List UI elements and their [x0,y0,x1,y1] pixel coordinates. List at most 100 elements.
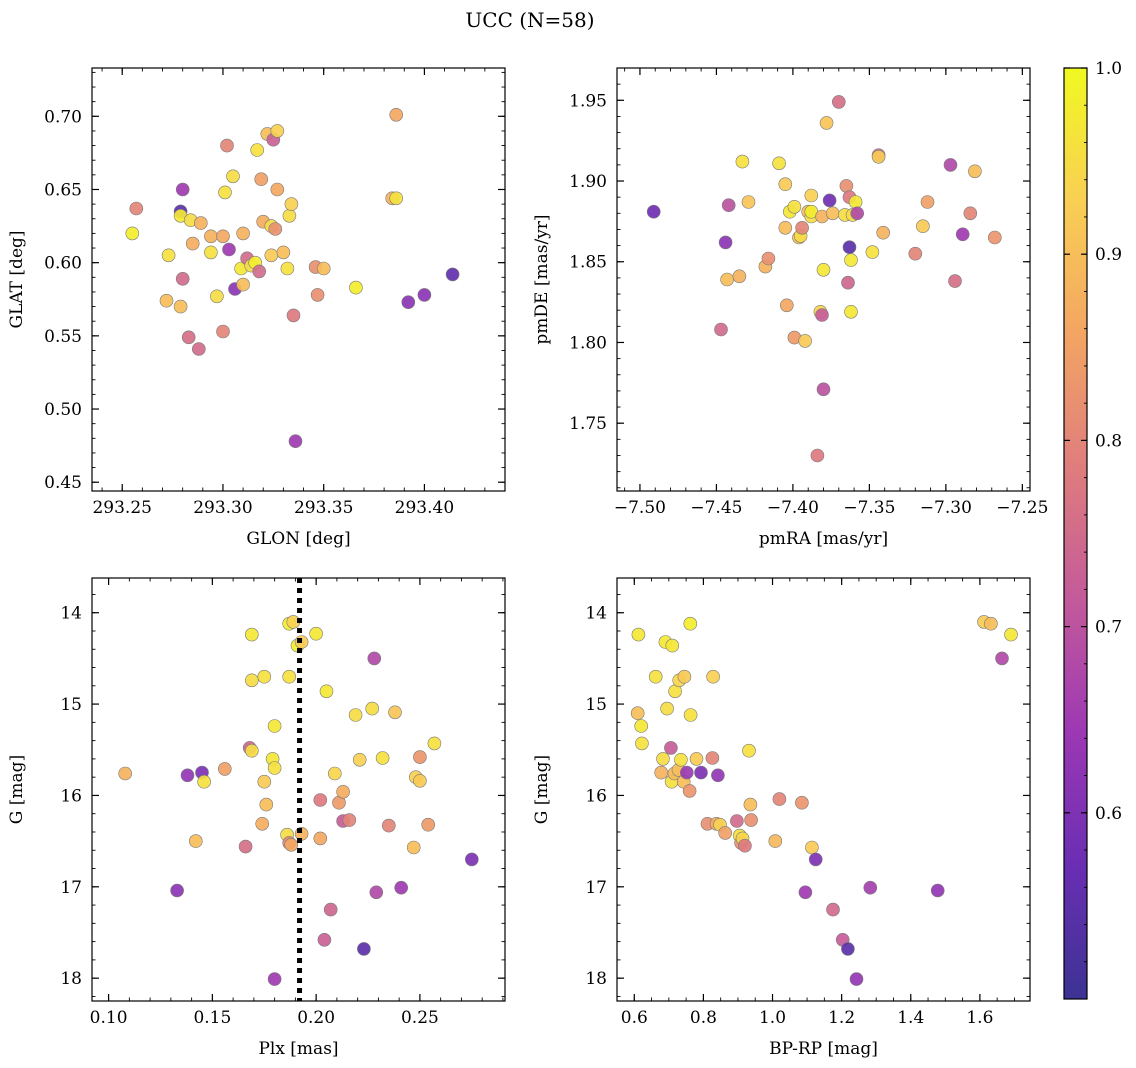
scatter-point [175,271,190,286]
scatter-point [276,245,291,260]
scatter-point [816,262,831,277]
x-tick-label: −7.35 [843,498,895,518]
scatter-point [930,883,945,898]
scatter-point [646,204,661,219]
scatter-point [313,793,328,807]
scatter-point [125,226,140,241]
scatter-point [270,182,285,197]
scatter-point [319,684,334,699]
scatter-point [401,295,416,310]
x-tick-label: −7.30 [920,498,972,518]
scatter-point [349,280,363,295]
scatter-point [689,752,704,766]
x-tick-label: 1.0 [759,1008,786,1028]
scatter-point [826,902,840,917]
scatter-point [865,245,880,259]
scatter-point [352,752,367,767]
axis-ticks [616,578,1030,1001]
scatter-point [778,177,793,191]
scatter-point [694,765,708,780]
x-tick-label: 0.6 [621,1008,648,1028]
scatter-point [259,797,274,812]
scatter-point [831,95,846,109]
scatter-point [654,765,669,780]
x-tick-label: 293.25 [92,498,151,518]
scatter-point [288,434,303,449]
scatter-point [252,264,267,279]
scatter-point [664,741,678,755]
scatter-point [761,251,776,266]
scatter-point [871,150,886,164]
panel-glon-glat: 293.25 293.30 293.35 293.40 0.45 0.50 0.55 0.60… [7,67,506,549]
x-tick-label: 0.8 [690,1008,717,1028]
scatter-point [718,826,733,840]
scatter-point [257,774,272,789]
axis-ticks [92,578,505,1001]
x-tick-label: 293.30 [193,498,252,518]
scatter-points [646,95,1002,463]
colorbar-tick-label: 0.7 [1095,618,1122,638]
scatter-point [389,108,404,122]
scatter-point [987,230,1002,245]
scatter-point [635,736,649,751]
scatter-point [908,246,923,261]
colorbar-gradient [1063,67,1088,1000]
x-axis-label: pmRA [mas/yr] [759,529,888,549]
scatter-point [630,706,645,721]
y-tick-label: 14 [60,604,82,624]
scatter-point [286,308,301,323]
scatter-point [216,229,230,244]
scatter-point [735,154,750,169]
scatter-point [394,880,409,895]
scatter-point [804,188,819,203]
scatter-point [795,795,809,810]
scatter-point [778,221,793,235]
colorbar-tick-label: 0.9 [1095,245,1122,265]
y-tick-label: 18 [60,969,82,989]
scatter-point [327,766,342,781]
axes-frame [616,577,1031,1002]
scatter-point [245,673,259,688]
y-tick-label: 0.70 [44,107,82,127]
x-tick-label: 0.15 [193,1008,231,1028]
colorbar-tick-label: 0.8 [1095,431,1122,451]
x-tick-label: −7.25 [996,498,1048,518]
panel-pmra-pmde: −7.50 −7.45 −7.40 −7.35 −7.30 −7.25 1.75 1.80 1.… [532,67,1048,549]
scatter-point [822,193,837,208]
scatter-point [194,216,208,230]
scatter-point [357,942,371,956]
scatter-point [844,304,858,319]
scatter-point [714,322,728,337]
scatter-point [118,766,132,781]
scatter-point [389,191,404,206]
axis-ticks [92,68,506,491]
y-tick-label: 15 [585,695,607,715]
scatter-point [173,299,188,314]
y-tick-label: 1.85 [569,253,607,273]
scatter-point [284,197,299,211]
axis-ticks [617,67,1030,491]
scatter-point [367,651,382,666]
scatter-point [159,293,174,308]
x-tick-label: 0.20 [297,1008,335,1028]
scatter-point [768,834,783,848]
scatter-point [342,813,357,827]
scatter-point [948,274,962,288]
scatter-point [445,267,460,282]
scatter-point [245,743,259,758]
scatter-point [810,448,825,463]
scatter-point [808,852,823,867]
scatter-point [876,225,891,240]
scatter-point [245,627,259,642]
scatter-point [204,229,218,244]
x-axis-label: GLON [deg] [246,529,350,549]
scatter-point [161,248,176,263]
scatter-point [706,669,720,684]
scatter-point [744,813,758,827]
scatter-point [705,751,720,765]
scatter-point [369,885,384,900]
scatter-point [679,765,694,780]
scatter-point [841,942,855,956]
scatter-point [665,638,680,653]
scatter-point [772,792,787,806]
